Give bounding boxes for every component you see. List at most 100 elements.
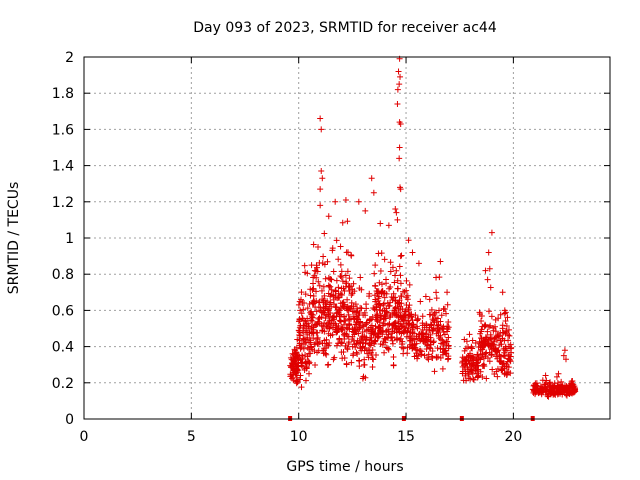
data-point [396, 337, 403, 344]
data-point [469, 354, 476, 361]
data-point [333, 277, 340, 284]
data-point [389, 340, 396, 347]
data-point [351, 331, 358, 338]
data-point [400, 288, 407, 295]
data-point [302, 269, 309, 276]
data-point [361, 356, 368, 363]
data-point [406, 281, 413, 288]
data-point [401, 317, 408, 324]
data-point [377, 324, 384, 331]
data-point [344, 333, 351, 340]
data-point [499, 366, 506, 373]
data-point [433, 295, 440, 302]
data-point [320, 283, 327, 290]
data-point [477, 368, 484, 375]
data-points [287, 55, 579, 421]
data-point [555, 370, 562, 377]
data-point [339, 324, 346, 331]
data-point [344, 268, 351, 275]
data-point [325, 282, 332, 289]
data-point [482, 334, 489, 341]
data-point [398, 293, 405, 300]
data-point [307, 337, 314, 344]
data-point [317, 115, 324, 122]
data-point [397, 306, 404, 313]
data-point [430, 326, 437, 333]
data-point [497, 353, 504, 360]
data-point [337, 261, 344, 268]
data-point [334, 310, 341, 317]
data-point [321, 328, 328, 335]
data-point [385, 326, 392, 333]
data-point [383, 280, 390, 287]
data-point [563, 392, 570, 399]
data-point [430, 312, 437, 319]
data-point [485, 323, 492, 330]
data-point [396, 81, 403, 88]
data-point [297, 307, 304, 314]
data-point [342, 196, 349, 203]
data-point [405, 304, 412, 311]
data-point [536, 388, 543, 395]
data-point [425, 356, 432, 363]
data-point [344, 218, 351, 225]
data-point [343, 280, 350, 287]
data-point [499, 289, 506, 296]
data-point [477, 343, 484, 350]
data-point [391, 279, 398, 286]
data-point [354, 337, 361, 344]
data-point [462, 356, 469, 363]
data-point [346, 275, 353, 282]
data-point [355, 330, 362, 337]
data-point [291, 362, 298, 369]
data-point [316, 282, 323, 289]
data-point [313, 308, 320, 315]
data-point [506, 351, 513, 358]
data-point [352, 328, 359, 335]
data-point [330, 324, 337, 331]
data-point [444, 301, 451, 308]
data-point [437, 354, 444, 361]
data-point [482, 342, 489, 349]
data-point [435, 329, 442, 336]
data-point [486, 349, 493, 356]
data-point [298, 362, 305, 369]
data-point [338, 285, 345, 292]
data-point [404, 344, 411, 351]
data-point [314, 334, 321, 341]
data-point [542, 386, 549, 393]
data-point [422, 293, 429, 300]
data-point [485, 249, 492, 256]
data-point [438, 312, 445, 319]
data-point [303, 363, 310, 370]
data-point [397, 272, 404, 279]
y-tick-label: 0.8 [52, 267, 74, 283]
data-point [486, 265, 493, 272]
data-point [315, 315, 322, 322]
data-point [317, 202, 324, 209]
data-point [325, 361, 332, 368]
data-point [409, 249, 416, 256]
data-point [365, 354, 372, 361]
y-tick-label: 0 [65, 412, 74, 428]
data-point [322, 315, 329, 322]
data-point [308, 262, 315, 269]
data-point [485, 340, 492, 347]
data-point [398, 300, 405, 307]
data-point [540, 389, 547, 396]
data-point [444, 289, 451, 296]
data-point [506, 357, 513, 364]
data-point [400, 345, 407, 352]
data-point [505, 326, 512, 333]
data-point [369, 347, 376, 354]
data-point [503, 323, 510, 330]
y-tick-label: 0.6 [52, 303, 74, 319]
data-point [490, 338, 497, 345]
data-point [395, 68, 402, 75]
data-point [341, 317, 348, 324]
data-point [372, 314, 379, 321]
data-point [306, 359, 313, 366]
data-point [443, 310, 450, 317]
data-point [503, 363, 510, 370]
